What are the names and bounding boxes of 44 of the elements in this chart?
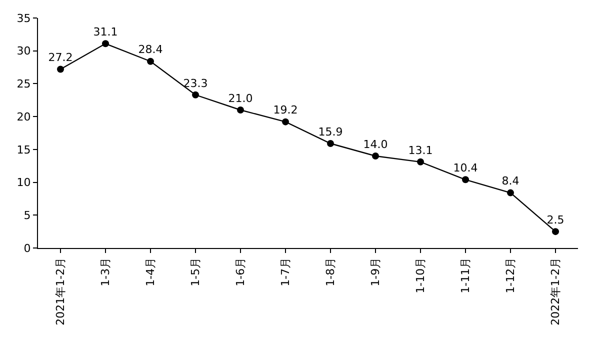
data-label: 15.9: [318, 125, 343, 138]
data-label: 31.1: [93, 26, 118, 39]
x-tick-label: 1-6月: [234, 257, 248, 286]
y-tick-label: 5: [24, 208, 31, 222]
point: [552, 228, 559, 236]
y-tick-label: 10: [16, 176, 31, 190]
point: [327, 140, 334, 148]
data-label: 2.5: [546, 213, 564, 226]
data-label: 23.3: [183, 76, 208, 90]
data-label: 19.2: [273, 104, 298, 117]
y-tick-label: 30: [16, 44, 31, 58]
x-tick-label: 2021年1-2月: [54, 257, 68, 326]
y-tick-label: 0: [24, 242, 31, 255]
x-tick-label: 1-5月: [189, 257, 202, 286]
point: [57, 66, 64, 73]
x-tick-label: 1-12月: [504, 257, 518, 294]
x-tick-label: 1-11月: [459, 257, 472, 294]
y-tick-label: 25: [16, 78, 31, 91]
data-label: 28.4: [138, 43, 163, 56]
y-tick-label: 35: [16, 12, 31, 25]
y-tick-label: 20: [16, 110, 31, 124]
point: [282, 118, 289, 126]
data-label: 8.4: [502, 174, 520, 188]
x-tick-label: 1-9月: [369, 257, 382, 286]
data-label: 14.0: [363, 138, 388, 151]
point: [147, 58, 154, 65]
x-tick-label: 1-4月: [144, 257, 158, 286]
x-tick-label: 1-10月: [414, 257, 428, 294]
x-tick-label: 1-8月: [324, 257, 338, 286]
x-tick-label: 1-3月: [99, 257, 112, 286]
point: [417, 158, 424, 166]
point: [507, 189, 514, 196]
data-label: 21.0: [228, 92, 253, 105]
point: [372, 152, 379, 160]
point: [237, 106, 244, 114]
point: [462, 176, 469, 184]
data-label: 27.2: [48, 51, 73, 64]
data-label: 10.4: [453, 162, 478, 175]
x-tick-label: 2022年1-2月: [549, 257, 562, 326]
y-tick-label: 15: [16, 143, 31, 156]
x-tick-label: 1-7月: [279, 257, 292, 286]
point: [192, 91, 199, 98]
data-label: 13.1: [408, 144, 433, 157]
point: [102, 40, 109, 48]
